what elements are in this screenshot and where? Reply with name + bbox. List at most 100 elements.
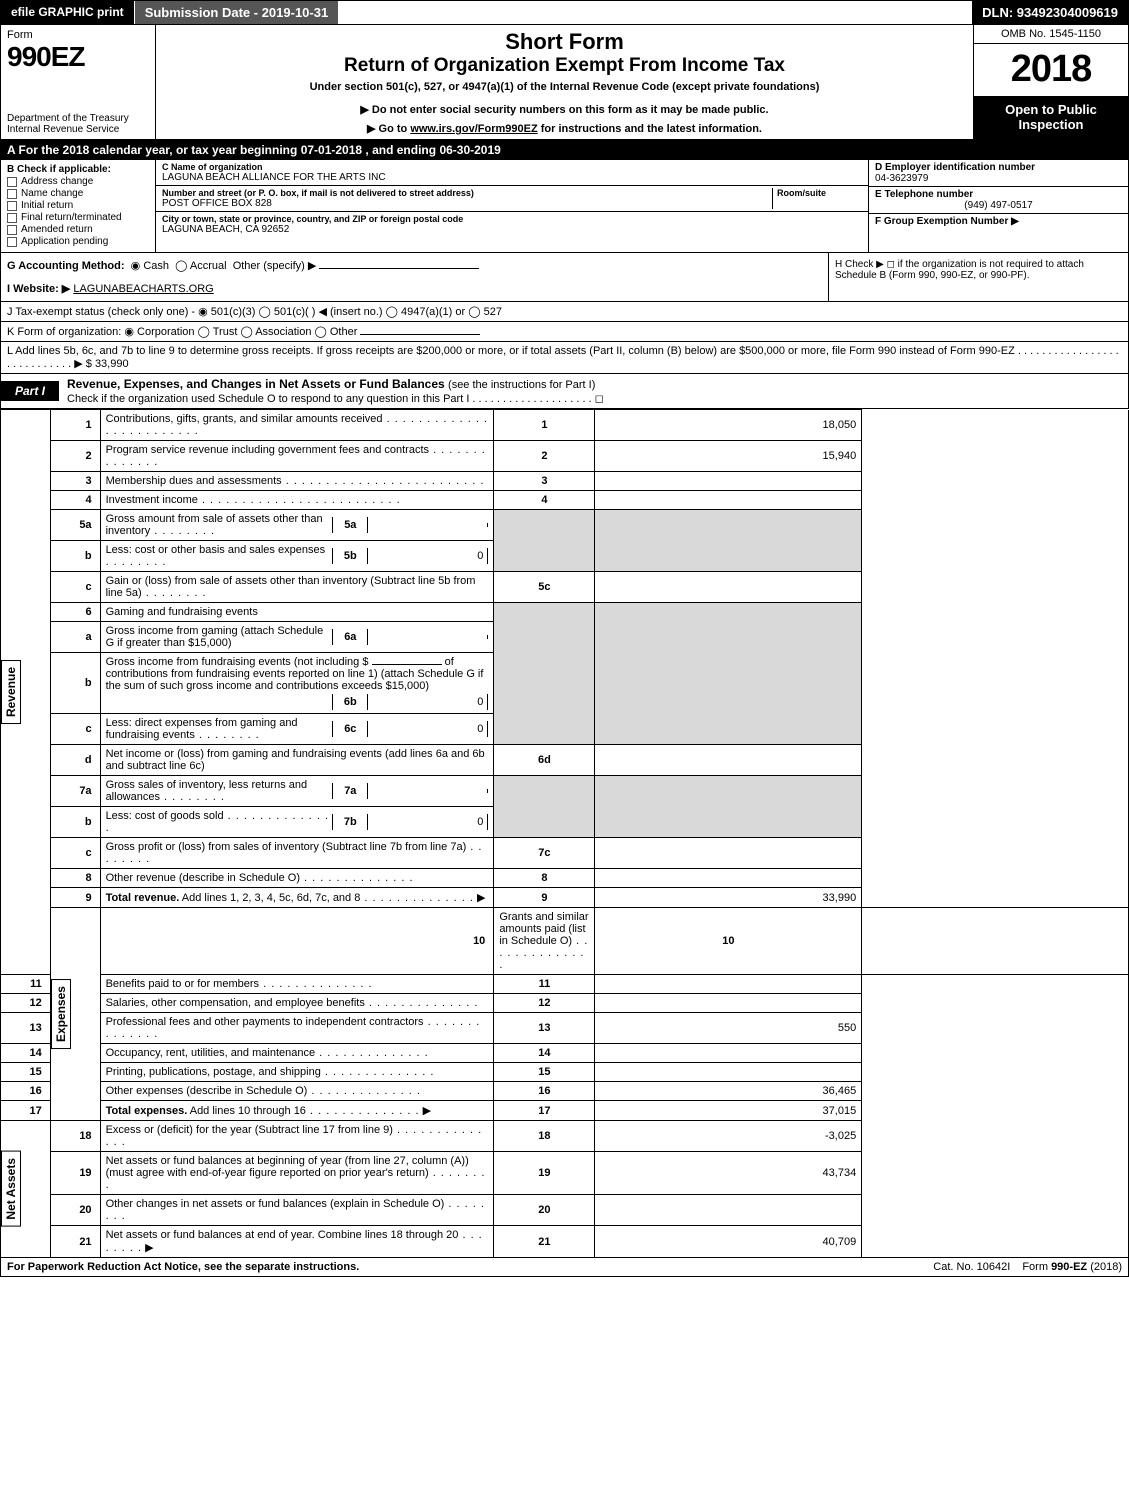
top-bar: efile GRAPHIC print Submission Date - 20…: [0, 0, 1129, 25]
chk-label: Final return/terminated: [21, 212, 122, 223]
spacer: [338, 1, 972, 24]
city-label: City or town, state or province, country…: [162, 214, 862, 224]
chk-amended-return[interactable]: Amended return: [7, 224, 149, 235]
chk-address-change[interactable]: Address change: [7, 176, 149, 187]
line-no: 13: [1, 1013, 51, 1044]
room-label: Room/suite: [777, 188, 826, 198]
line-box: 15: [494, 1063, 595, 1082]
line-desc: Other expenses (describe in Schedule O): [106, 1085, 308, 1097]
sub-value: 0: [368, 721, 488, 737]
department-label: Department of the Treasury Internal Reve…: [7, 113, 149, 135]
line-no: 8: [50, 869, 100, 888]
line-box: 4: [494, 491, 595, 510]
chk-label: Initial return: [21, 200, 73, 211]
line-desc: Gaming and fundraising events: [100, 603, 494, 622]
table-row: 12 Salaries, other compensation, and emp…: [1, 994, 1129, 1013]
room-suite: Room/suite: [772, 188, 862, 209]
box-d: D Employer identification number 04-3623…: [869, 160, 1128, 187]
ein-label: D Employer identification number: [875, 162, 1122, 173]
line-box: 18: [494, 1121, 595, 1152]
line-no: 3: [50, 472, 100, 491]
line-box: 11: [494, 975, 595, 994]
accounting-accrual[interactable]: Accrual: [190, 260, 227, 272]
goto-link[interactable]: ▶ Go to www.irs.gov/Form990EZ for instru…: [162, 122, 967, 135]
accounting-label: G Accounting Method:: [7, 260, 125, 272]
website-label: I Website: ▶: [7, 283, 70, 295]
checkbox-icon[interactable]: [7, 177, 17, 187]
checkbox-icon[interactable]: [7, 189, 17, 199]
gh-row: G Accounting Method: ◉ Cash ◯ Accrual Ot…: [0, 253, 1129, 302]
line-no: b: [50, 653, 100, 714]
chk-application-pending[interactable]: Application pending: [7, 236, 149, 247]
line-desc: Professional fees and other payments to …: [106, 1016, 424, 1028]
table-row: 8 Other revenue (describe in Schedule O)…: [1, 869, 1129, 888]
table-row: 7a Gross sales of inventory, less return…: [1, 776, 1129, 807]
part-i-header: Part I Revenue, Expenses, and Changes in…: [0, 374, 1129, 409]
line-desc: Net assets or fund balances at end of ye…: [106, 1229, 459, 1241]
sub-value: [368, 635, 488, 639]
tax-year: 2018: [974, 44, 1128, 96]
part-i-sub: (see the instructions for Part I): [448, 379, 595, 391]
org-name: LAGUNA BEACH ALLIANCE FOR THE ARTS INC: [162, 172, 862, 183]
line-desc: Gross profit or (loss) from sales of inv…: [106, 841, 467, 853]
sub-label: 6a: [332, 629, 368, 645]
table-row: 11 Benefits paid to or for members 11: [1, 975, 1129, 994]
line-amt: [595, 1063, 862, 1082]
line-no: 9: [50, 888, 100, 908]
checkbox-icon[interactable]: [7, 237, 17, 247]
chk-initial-return[interactable]: Initial return: [7, 200, 149, 211]
sub-value: [368, 789, 488, 793]
chk-label: Address change: [21, 176, 93, 187]
short-form-title: Short Form: [162, 29, 967, 55]
table-row: Revenue 1 Contributions, gifts, grants, …: [1, 410, 1129, 441]
accounting-cash[interactable]: Cash: [143, 260, 169, 272]
line-amt: [595, 1044, 862, 1063]
street-row: Number and street (or P. O. box, if mail…: [156, 186, 868, 212]
line-no: 15: [1, 1063, 51, 1082]
omb-number: OMB No. 1545-1150: [974, 25, 1128, 44]
line-box: 12: [494, 994, 595, 1013]
line-amt: 43,734: [595, 1152, 862, 1195]
irs-label: Internal Revenue Service: [7, 124, 119, 135]
line-desc: Investment income: [106, 494, 198, 506]
shade-cell: [595, 776, 862, 838]
form-of-org: K Form of organization: ◉ Corporation ◯ …: [7, 326, 357, 338]
line-box: 14: [494, 1044, 595, 1063]
efile-print-button[interactable]: efile GRAPHIC print: [1, 1, 135, 24]
group-exempt-label: F Group Exemption Number ▶: [875, 216, 1019, 227]
phone-value: (949) 497-0517: [875, 200, 1122, 211]
line-amt: 37,015: [595, 1101, 862, 1121]
line-box: 19: [494, 1152, 595, 1195]
box-c: C Name of organization LAGUNA BEACH ALLI…: [156, 160, 868, 252]
netassets-section-label: Net Assets: [1, 1121, 51, 1258]
checkbox-icon[interactable]: [7, 213, 17, 223]
city-value: LAGUNA BEACH, CA 92652: [162, 224, 862, 235]
sub-value: 0: [368, 548, 488, 564]
expenses-section-label: Expenses: [50, 908, 100, 1121]
sub-value: [368, 523, 488, 527]
chk-final-return[interactable]: Final return/terminated: [7, 212, 149, 223]
shade-cell: [595, 603, 862, 745]
line-no: c: [50, 714, 100, 745]
submission-date: Submission Date - 2019-10-31: [135, 1, 339, 24]
accounting-other[interactable]: Other (specify) ▶: [233, 260, 317, 272]
table-row: 17 Total expenses. Add lines 10 through …: [1, 1101, 1129, 1121]
line-amt: [595, 994, 862, 1013]
irs-url[interactable]: www.irs.gov/Form990EZ: [410, 123, 537, 135]
table-row: 15 Printing, publications, postage, and …: [1, 1063, 1129, 1082]
line-amt: 18,050: [595, 410, 862, 441]
chk-name-change[interactable]: Name change: [7, 188, 149, 199]
checkbox-icon[interactable]: [7, 225, 17, 235]
website-value[interactable]: LAGUNABEACHARTS.ORG: [73, 283, 213, 295]
table-row: 13 Professional fees and other payments …: [1, 1013, 1129, 1044]
line-no: 12: [1, 994, 51, 1013]
return-title: Return of Organization Exempt From Incom…: [162, 55, 967, 77]
table-row: c Gross profit or (loss) from sales of i…: [1, 838, 1129, 869]
line-box: 10: [595, 908, 862, 975]
checkbox-icon[interactable]: [7, 201, 17, 211]
line-no: 7a: [50, 776, 100, 807]
table-row: 19 Net assets or fund balances at beginn…: [1, 1152, 1129, 1195]
line-box: 6d: [494, 745, 595, 776]
line-no: d: [50, 745, 100, 776]
line-no: 6: [50, 603, 100, 622]
